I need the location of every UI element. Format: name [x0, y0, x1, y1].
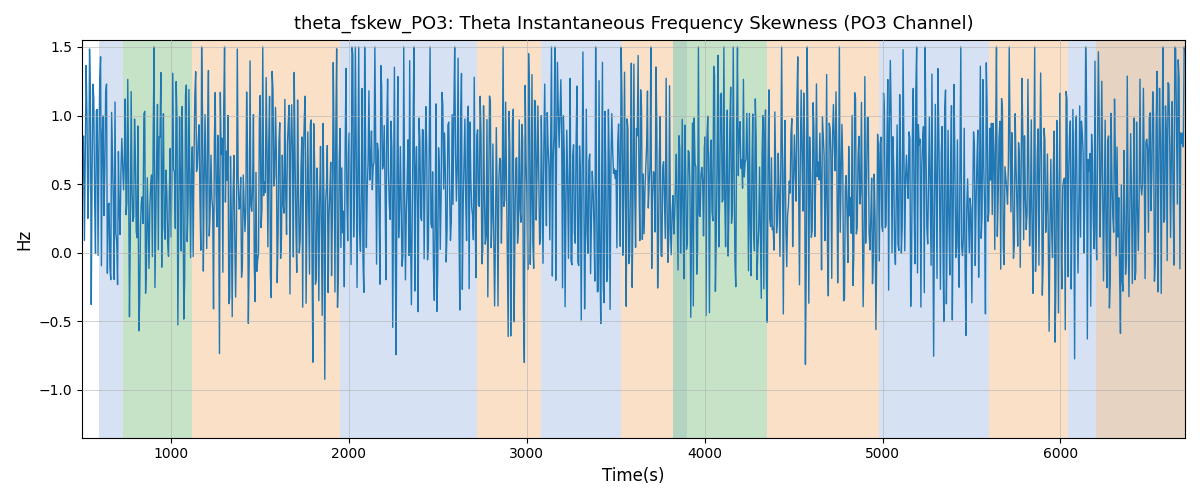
X-axis label: Time(s): Time(s) [602, 467, 665, 485]
Bar [767, 40, 878, 438]
Bar [672, 40, 767, 438]
Y-axis label: Hz: Hz [14, 228, 32, 250]
Bar [1096, 40, 1186, 438]
Bar [340, 40, 379, 438]
Bar [672, 40, 686, 438]
Title: theta_fskew_PO3: Theta Instantaneous Frequency Skewness (PO3 Channel): theta_fskew_PO3: Theta Instantaneous Fre… [294, 15, 973, 34]
Bar [476, 40, 541, 438]
Bar [541, 40, 620, 438]
Bar [1068, 40, 1184, 438]
Bar [878, 40, 989, 438]
Bar [620, 40, 672, 438]
Bar [989, 40, 1068, 438]
Bar [192, 40, 340, 438]
Bar [379, 40, 476, 438]
Bar [98, 40, 122, 438]
Bar [122, 40, 192, 438]
